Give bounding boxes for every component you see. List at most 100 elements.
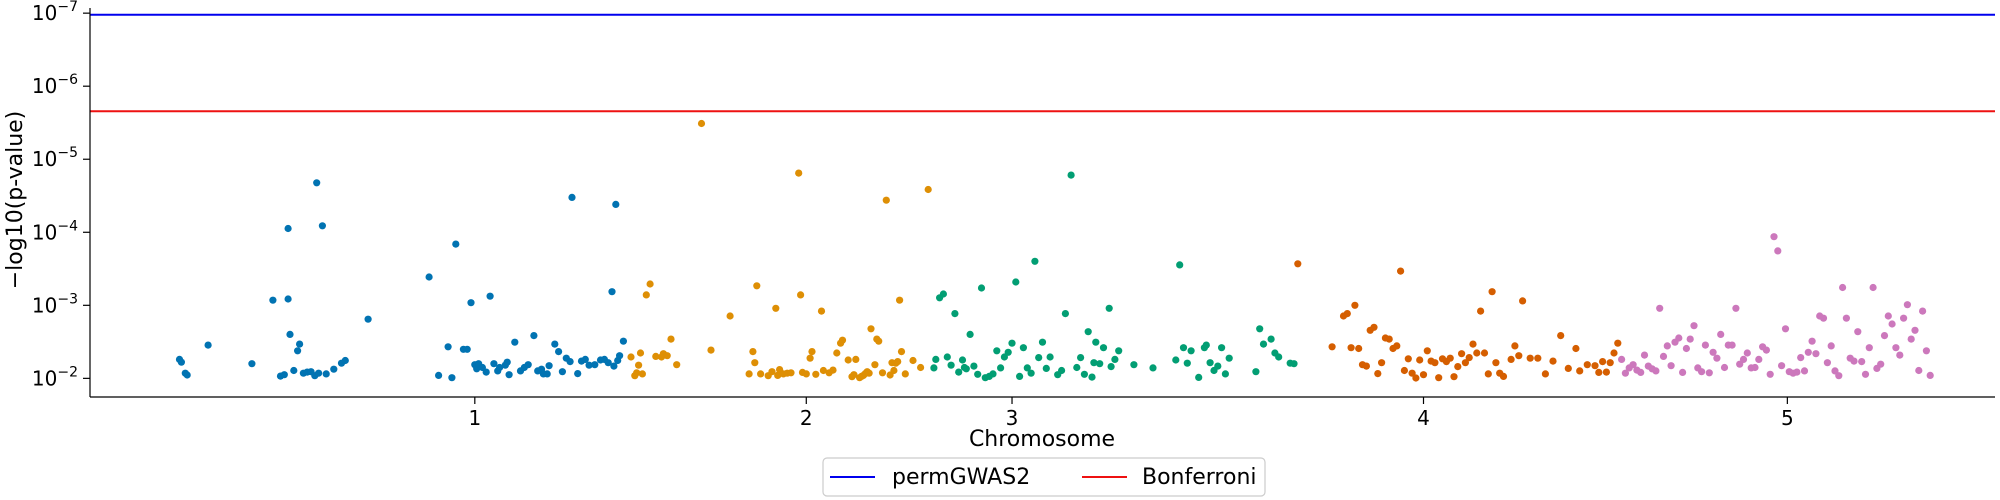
data-point — [1090, 359, 1098, 367]
data-point — [958, 356, 967, 364]
scatter-points — [175, 119, 1934, 382]
data-point — [1835, 372, 1843, 380]
data-point — [663, 352, 671, 360]
data-point — [1454, 363, 1462, 371]
data-point — [1892, 344, 1900, 352]
data-point — [486, 292, 494, 300]
data-point — [1755, 355, 1763, 363]
data-point — [833, 349, 841, 357]
data-point — [1435, 374, 1443, 382]
data-point — [939, 290, 948, 298]
data-point — [1549, 357, 1557, 365]
data-point — [1675, 334, 1683, 342]
data-point — [1911, 326, 1919, 334]
data-point — [1370, 323, 1378, 331]
data-point — [619, 337, 628, 345]
x-tick-label: 3 — [1006, 406, 1019, 430]
data-point — [574, 370, 582, 378]
data-point — [1541, 370, 1549, 378]
data-point — [1019, 344, 1027, 352]
data-point — [1107, 363, 1115, 371]
data-point — [894, 358, 902, 366]
data-point — [1008, 339, 1016, 347]
data-point — [1709, 348, 1717, 356]
data-point — [1903, 301, 1911, 309]
data-point — [1404, 355, 1412, 363]
data-point — [697, 119, 706, 128]
data-point — [1469, 340, 1477, 348]
data-point — [585, 361, 593, 369]
data-point — [1016, 372, 1024, 380]
data-point — [568, 193, 576, 201]
data-point — [812, 370, 820, 378]
data-point — [1477, 307, 1485, 315]
data-point — [1534, 354, 1542, 362]
data-point — [1602, 368, 1610, 376]
data-point — [1637, 368, 1645, 376]
data-point — [844, 356, 852, 364]
data-point — [1374, 370, 1382, 378]
data-point — [1115, 347, 1123, 355]
data-point — [636, 349, 645, 357]
data-point — [993, 347, 1001, 355]
data-point — [1130, 361, 1138, 369]
data-point — [1096, 360, 1104, 368]
data-point — [1884, 312, 1892, 320]
data-point — [1915, 366, 1923, 375]
data-point — [974, 370, 982, 378]
data-point — [1012, 278, 1020, 286]
data-point — [1519, 297, 1527, 305]
data-point — [1275, 353, 1283, 361]
data-point — [284, 224, 292, 233]
data-point — [850, 371, 858, 379]
data-point — [444, 343, 452, 351]
data-point — [1077, 354, 1085, 362]
x-axis-ticks: 1 2 3 4 5 — [468, 397, 1794, 430]
data-point — [1351, 301, 1359, 309]
data-point — [1663, 342, 1671, 350]
data-point — [1416, 356, 1424, 364]
data-point — [1004, 348, 1012, 356]
data-point — [1214, 362, 1222, 370]
data-point — [829, 366, 837, 374]
data-point — [1770, 233, 1778, 241]
data-point — [1667, 362, 1675, 370]
data-point — [1720, 363, 1729, 372]
data-point — [616, 352, 624, 360]
data-point — [1652, 367, 1660, 375]
data-point — [795, 169, 803, 177]
data-point — [1187, 347, 1195, 355]
data-point — [951, 310, 959, 318]
data-point — [1610, 349, 1618, 357]
data-point — [897, 348, 906, 356]
data-point — [667, 335, 675, 343]
data-point — [1290, 360, 1298, 368]
data-point — [1431, 359, 1439, 367]
data-point — [962, 365, 970, 373]
data-point — [1023, 364, 1031, 372]
data-point — [930, 364, 938, 372]
data-point — [1591, 362, 1599, 370]
data-point — [917, 363, 925, 372]
data-point — [610, 362, 618, 370]
data-point — [642, 291, 650, 299]
data-point — [1717, 330, 1725, 338]
data-point — [673, 361, 681, 369]
data-point — [1218, 344, 1226, 352]
data-point — [1252, 368, 1260, 376]
data-point — [545, 362, 553, 370]
data-point — [966, 330, 974, 338]
data-point — [1698, 368, 1706, 376]
data-point — [745, 370, 753, 378]
data-point — [1267, 335, 1275, 343]
data-point — [296, 340, 304, 348]
data-point — [1572, 344, 1580, 353]
data-point — [1659, 352, 1668, 360]
data-point — [1812, 350, 1820, 358]
data-point — [1461, 359, 1469, 367]
data-point — [490, 360, 498, 368]
data-point — [1922, 347, 1930, 355]
data-point — [787, 369, 795, 377]
data-point — [313, 179, 321, 187]
